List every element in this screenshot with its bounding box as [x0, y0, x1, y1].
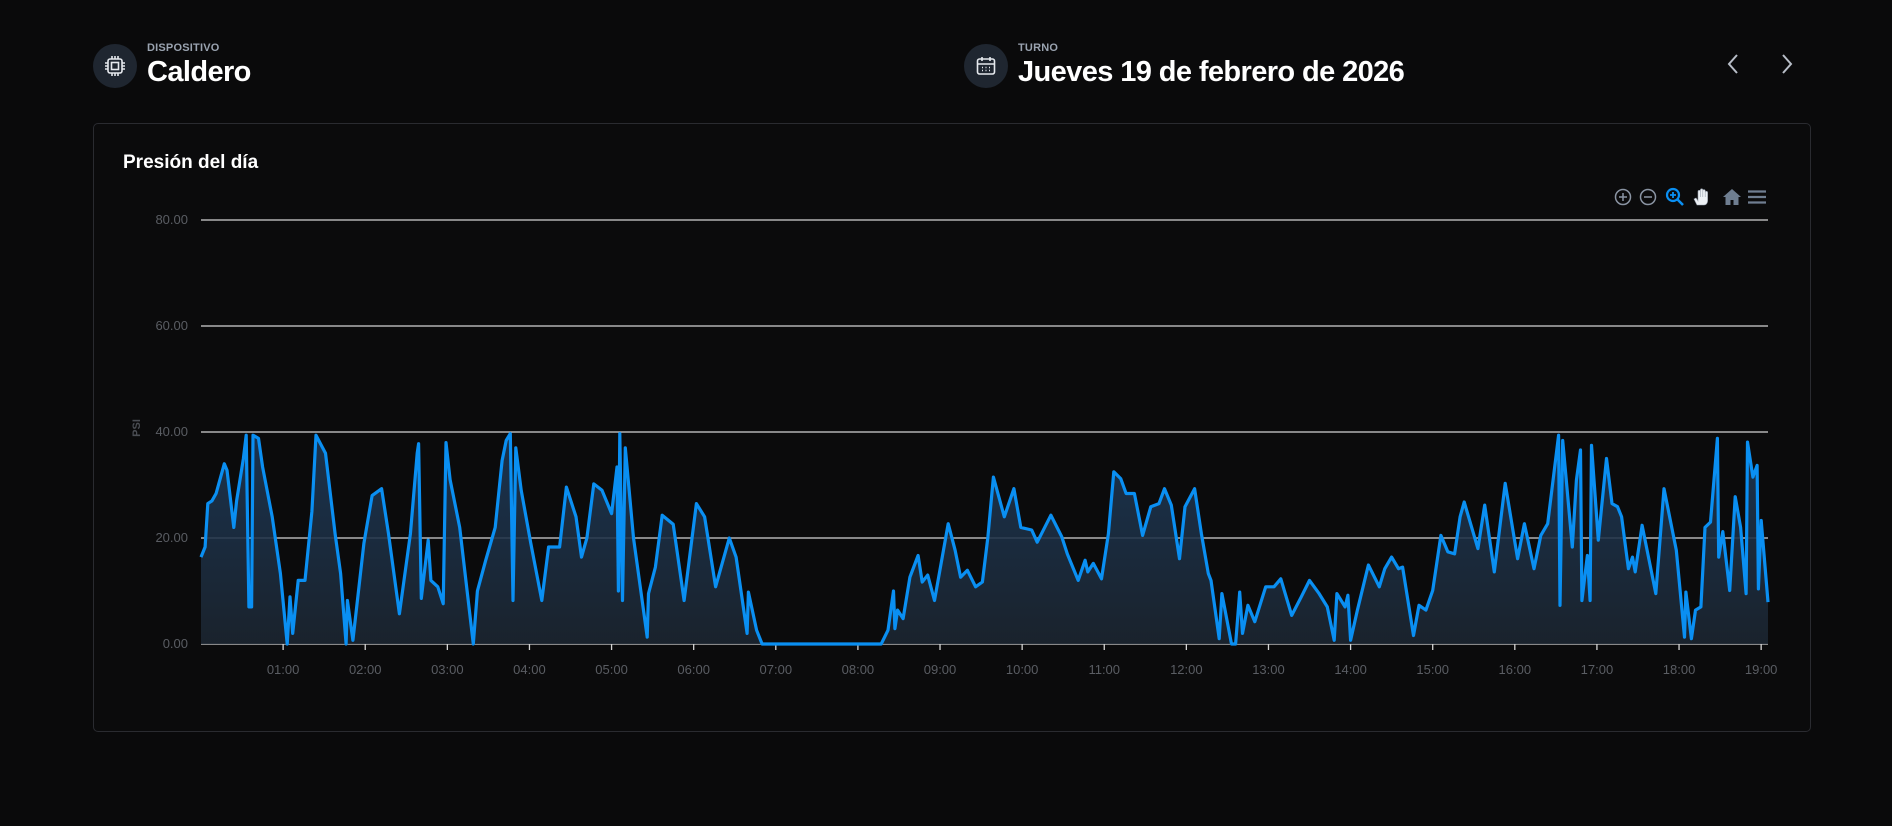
selection-zoom-icon — [1665, 187, 1684, 206]
series-area — [201, 433, 1768, 644]
x-tick-label: 07:00 — [760, 662, 793, 677]
x-tick-label: 15:00 — [1416, 662, 1449, 677]
reset-zoom-button[interactable] — [1721, 186, 1743, 208]
y-tick-label: 60.00 — [155, 318, 188, 333]
x-tick-label: 19:00 — [1745, 662, 1778, 677]
x-tick-label: 11:00 — [1088, 662, 1120, 677]
x-tick-label: 17:00 — [1581, 662, 1614, 677]
x-tick-label: 02:00 — [349, 662, 382, 677]
shift-label: TURNO — [1018, 42, 1059, 54]
x-tick-label: 09:00 — [924, 662, 957, 677]
chevron-right-icon — [1782, 54, 1793, 74]
zoom-in-icon — [1614, 188, 1632, 206]
x-tick-label: 01:00 — [267, 662, 300, 677]
reset-home-icon — [1723, 189, 1741, 205]
selection-zoom-button[interactable] — [1664, 186, 1686, 208]
card-title: Presión del día — [123, 152, 259, 173]
x-tick-label: 04:00 — [513, 662, 546, 677]
x-tick-label: 10:00 — [1006, 662, 1039, 677]
y-axis-label: PSI — [131, 419, 143, 437]
previous-day-button[interactable] — [1717, 48, 1749, 80]
x-tick-label: 08:00 — [842, 662, 875, 677]
next-day-button[interactable] — [1771, 48, 1803, 80]
pan-hand-icon — [1693, 188, 1708, 206]
device-label: DISPOSITIVO — [147, 42, 220, 54]
x-tick-label: 14:00 — [1334, 662, 1367, 677]
cpu-chip-icon — [93, 43, 137, 88]
x-tick-label: 12:00 — [1170, 662, 1203, 677]
y-tick-label: 20.00 — [155, 530, 188, 545]
chevron-left-icon — [1727, 54, 1738, 74]
device-header: DISPOSITIVO Caldero — [93, 42, 251, 89]
x-tick-label: 18:00 — [1663, 662, 1696, 677]
shift-date: Jueves 19 de febrero de 2026 — [1018, 56, 1405, 88]
series-line — [199, 432, 1770, 646]
x-tick-label: 03:00 — [431, 662, 464, 677]
x-tick-label: 13:00 — [1252, 662, 1285, 677]
menu-icon — [1748, 190, 1766, 204]
shift-header: TURNO Jueves 19 de febrero de 2026 — [964, 42, 1405, 89]
x-tick-label: 16:00 — [1499, 662, 1532, 677]
data-points — [200, 433, 1769, 645]
y-tick-label: 40.00 — [155, 424, 188, 439]
pan-button[interactable] — [1691, 186, 1713, 208]
y-tick-label: 80.00 — [155, 212, 188, 227]
calendar-icon — [964, 43, 1008, 88]
device-name: Caldero — [147, 56, 251, 88]
chart-menu-button[interactable] — [1746, 186, 1768, 208]
y-tick-label: 0.00 — [163, 636, 188, 651]
zoom-out-icon — [1639, 188, 1657, 206]
zoom-out-button[interactable] — [1637, 186, 1659, 208]
zoom-in-button[interactable] — [1612, 186, 1634, 208]
x-tick-label: 05:00 — [595, 662, 628, 677]
x-tick-label: 06:00 — [677, 662, 710, 677]
